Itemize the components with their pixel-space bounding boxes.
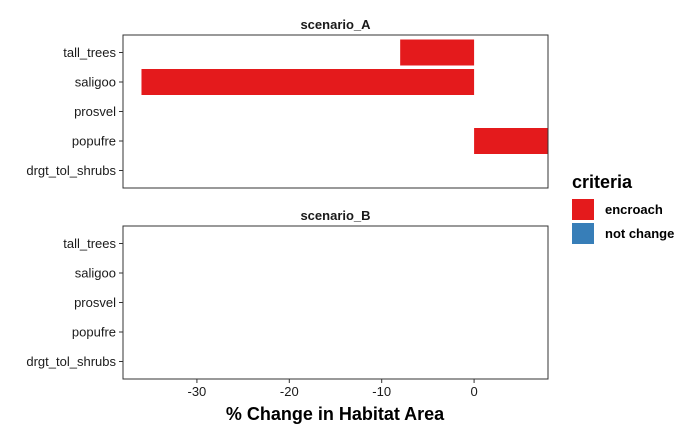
- x-tick-label: -20: [280, 384, 299, 399]
- legend: criteria encroach not change: [572, 172, 674, 244]
- y-tick-label: prosvel: [74, 104, 116, 119]
- panel-border: [122, 34, 549, 189]
- y-tick-label: tall_trees: [63, 45, 116, 60]
- x-tick-label: -10: [372, 384, 391, 399]
- bar-tall_trees: [400, 39, 475, 66]
- panel-border: [122, 225, 549, 380]
- legend-title: criteria: [572, 172, 633, 192]
- legend-swatch-not-change: [572, 223, 594, 244]
- legend-swatch-encroach: [572, 199, 594, 220]
- y-tick-label: drgt_tol_shrubs: [26, 163, 116, 178]
- y-tick-label: saligoo: [75, 75, 116, 90]
- panel-title: scenario_A: [300, 17, 371, 32]
- bar-saligoo: [141, 69, 475, 95]
- y-tick-label: saligoo: [75, 266, 116, 281]
- bar-popufre: [474, 128, 548, 154]
- legend-label: not change: [605, 226, 674, 241]
- x-tick-label: 0: [470, 384, 477, 399]
- y-tick-label: drgt_tol_shrubs: [26, 354, 116, 369]
- y-tick-label: tall_trees: [63, 236, 116, 251]
- x-tick-label: -30: [188, 384, 207, 399]
- x-axis: -30 -20 -10 0: [188, 379, 478, 399]
- y-tick-label: prosvel: [74, 295, 116, 310]
- x-axis-title: % Change in Habitat Area: [226, 404, 445, 424]
- panel-title: scenario_B: [300, 208, 370, 223]
- legend-label: encroach: [605, 202, 663, 217]
- chart-panels: scenario_Atall_treessaligooprosvelpopufr…: [26, 17, 549, 380]
- y-tick-label: popufre: [72, 325, 116, 340]
- y-tick-label: popufre: [72, 134, 116, 149]
